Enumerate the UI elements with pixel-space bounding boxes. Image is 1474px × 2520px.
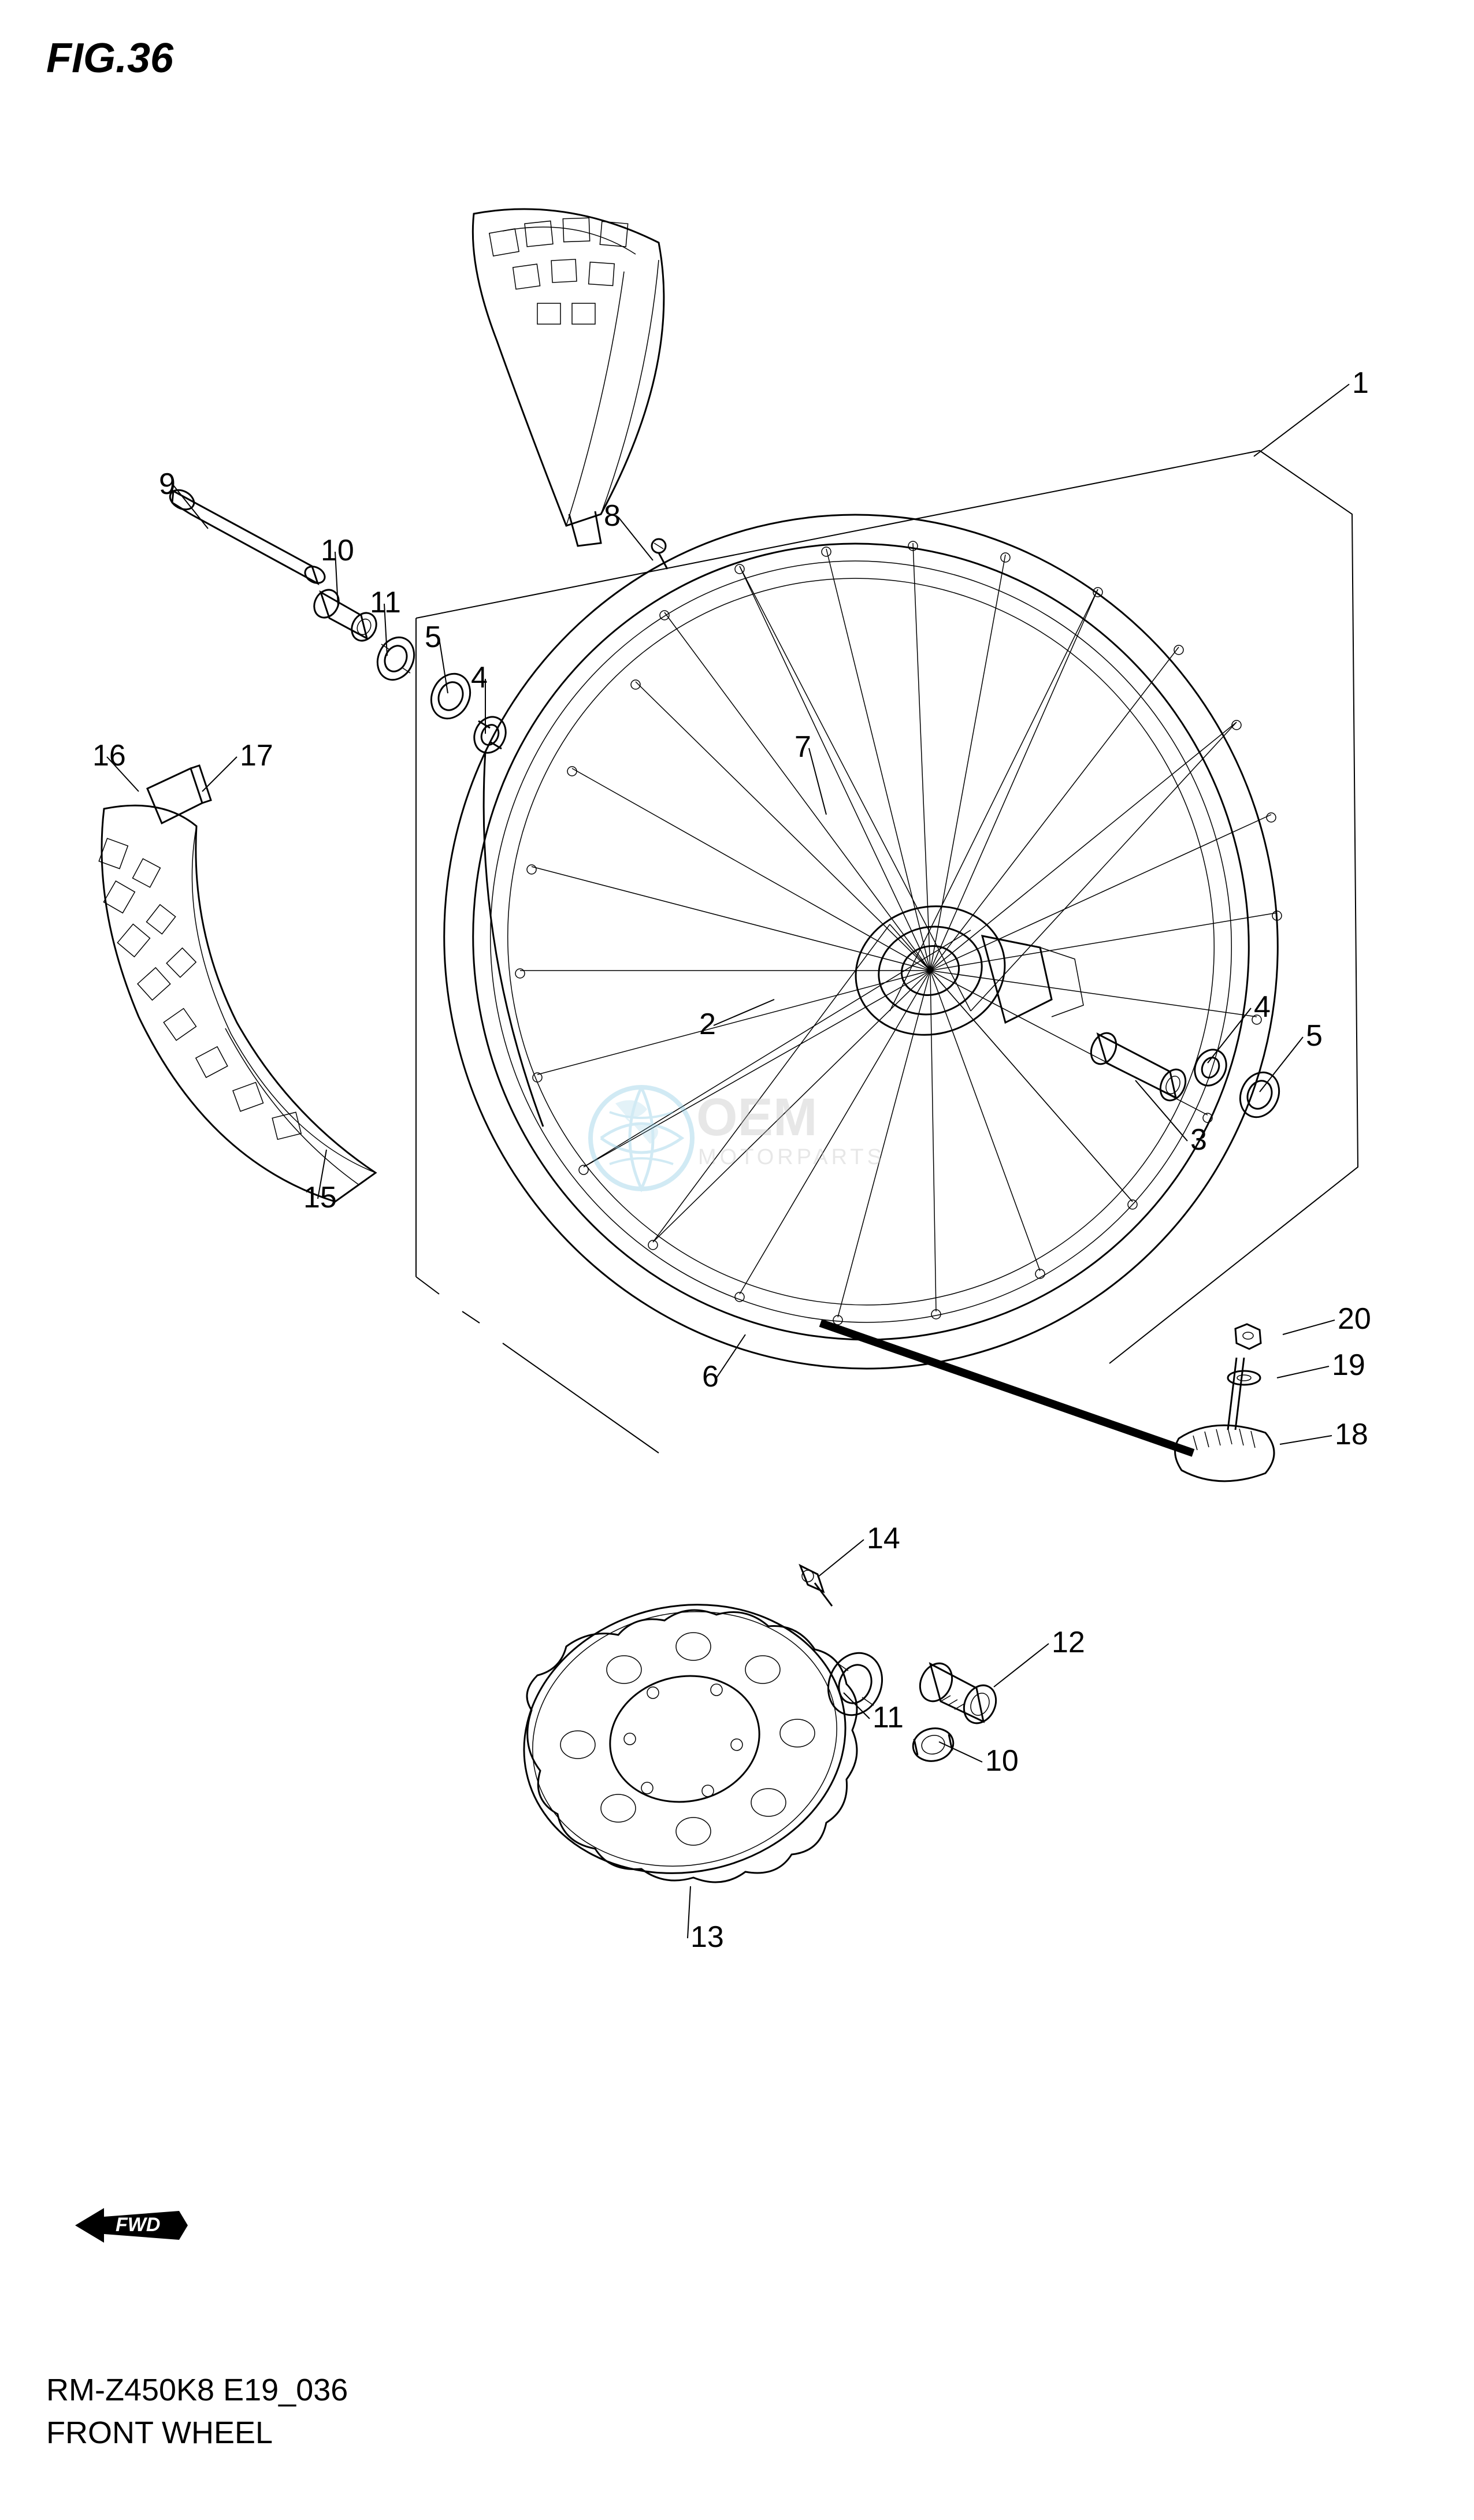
page-footer: RM-Z450K8 E19_036 FRONT WHEEL bbox=[46, 2372, 348, 2451]
callout-number: 7 bbox=[794, 730, 811, 764]
leader-line bbox=[1280, 1436, 1332, 1444]
leader-line bbox=[818, 1540, 864, 1577]
collar-10-right bbox=[910, 1724, 956, 1764]
seal-5-left bbox=[424, 667, 477, 725]
leader-line bbox=[939, 1742, 982, 1762]
leader-line bbox=[809, 748, 826, 815]
callout-number: 8 bbox=[604, 499, 621, 533]
leader-line bbox=[202, 757, 237, 791]
callout-number: 3 bbox=[1190, 1123, 1207, 1157]
callout-number: 6 bbox=[702, 1360, 719, 1393]
callout-number: 15 bbox=[303, 1181, 337, 1214]
tire-lower bbox=[99, 765, 376, 1202]
callout-number: 4 bbox=[471, 661, 488, 694]
leader-line bbox=[1283, 1320, 1335, 1335]
callout-number: 10 bbox=[321, 534, 354, 567]
callout-number: 4 bbox=[1254, 990, 1271, 1024]
footer-title: FRONT WHEEL bbox=[46, 2415, 348, 2451]
callout-number: 11 bbox=[370, 586, 401, 619]
callout-number: 18 bbox=[1335, 1418, 1368, 1451]
callout-number: 13 bbox=[690, 1920, 724, 1954]
axle bbox=[167, 486, 328, 586]
leader-line bbox=[618, 517, 653, 560]
callout-number: 14 bbox=[867, 1522, 900, 1555]
watermark-brand-top: OEM bbox=[696, 1088, 818, 1147]
callout-number: 9 bbox=[159, 467, 176, 501]
callout-number: 11 bbox=[872, 1701, 904, 1734]
seal-left bbox=[371, 631, 421, 686]
collar-12 bbox=[914, 1658, 1002, 1729]
leader-line bbox=[714, 999, 774, 1025]
footer-model-code: RM-Z450K8 E19_036 bbox=[46, 2372, 348, 2408]
callout-number: 5 bbox=[425, 620, 441, 654]
brake-disc bbox=[499, 1575, 870, 1902]
callout-number: 17 bbox=[240, 739, 273, 772]
spacer-right bbox=[1086, 1029, 1190, 1105]
assembly-bracket bbox=[416, 451, 1358, 1453]
bolt-14 bbox=[800, 1566, 832, 1606]
rim-lock bbox=[820, 1323, 1274, 1481]
seal-5-right bbox=[1233, 1066, 1286, 1124]
leader-line bbox=[994, 1644, 1049, 1687]
callout-number: 2 bbox=[699, 1008, 716, 1041]
callout-number: 19 bbox=[1332, 1348, 1365, 1382]
watermark-brand-bottom: MOTORPARTS bbox=[698, 1145, 884, 1169]
callout-number: 16 bbox=[92, 739, 126, 772]
callout-number: 20 bbox=[1338, 1302, 1371, 1336]
callout-number: 1 bbox=[1352, 366, 1369, 400]
leader-line bbox=[1277, 1366, 1329, 1378]
fwd-label: FWD bbox=[116, 2214, 160, 2236]
bearing-left bbox=[469, 712, 511, 758]
watermark: OEM MOTORPARTS bbox=[584, 1069, 884, 1210]
callout-number: 10 bbox=[985, 1744, 1019, 1778]
callout-number: 12 bbox=[1052, 1626, 1085, 1659]
figure-label: FIG.36 bbox=[46, 35, 173, 82]
tire-top bbox=[473, 209, 664, 546]
leader-line bbox=[1135, 1080, 1187, 1141]
fwd-badge: FWD bbox=[69, 2194, 196, 2260]
callout-number: 5 bbox=[1306, 1019, 1323, 1053]
leader-line bbox=[1254, 384, 1349, 456]
leader-line bbox=[1208, 1008, 1251, 1063]
wheel-assembly bbox=[354, 426, 1368, 1457]
